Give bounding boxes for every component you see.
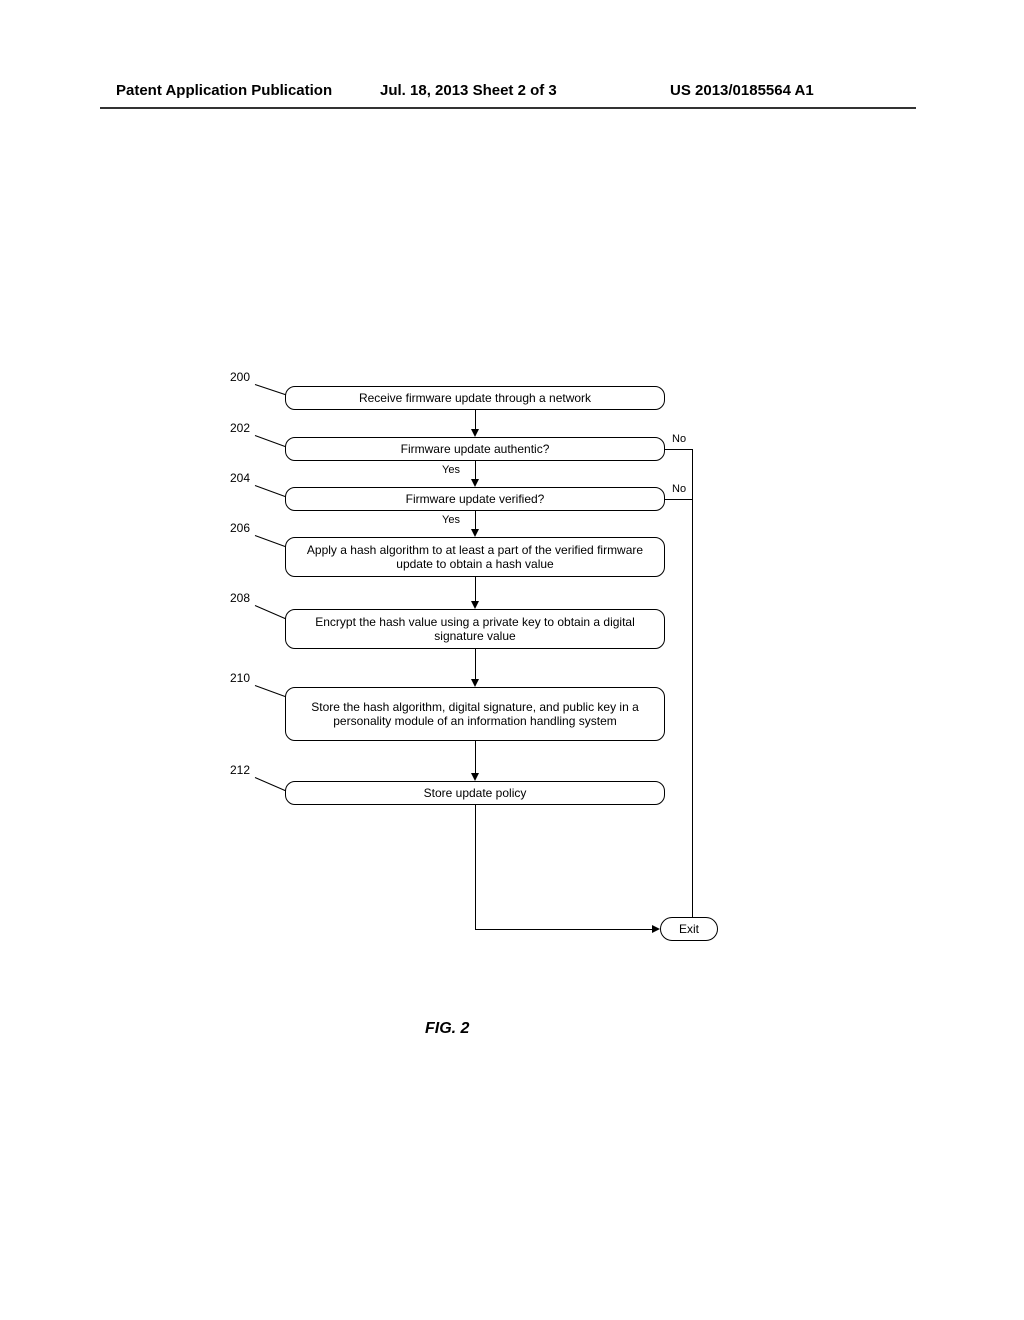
flow-step-212: Store update policy — [285, 781, 665, 805]
arrow-down-head — [471, 601, 479, 609]
flow-step-204: Firmware update verified? — [285, 487, 665, 511]
step-number-210: 210 — [230, 671, 250, 685]
flow-step-202: Firmware update authentic? — [285, 437, 665, 461]
to-exit-arrowhead — [652, 925, 660, 933]
arrow-down-line — [475, 649, 476, 681]
arrow-down-line — [475, 461, 476, 481]
header-pub-number: US 2013/0185564 A1 — [670, 82, 814, 99]
header-publication: Patent Application Publication — [116, 82, 332, 99]
arrow-down-line — [475, 577, 476, 603]
flow-step-206: Apply a hash algorithm to at least a par… — [285, 537, 665, 577]
figure-caption: FIG. 2 — [425, 1020, 469, 1038]
callout-line — [255, 605, 285, 619]
callout-line — [255, 435, 285, 447]
arrow-down-head — [471, 679, 479, 687]
no-vertical-line — [692, 449, 693, 923]
callout-line — [255, 485, 285, 497]
flow-step-210: Store the hash algorithm, digital signat… — [285, 687, 665, 741]
flow-step-200: Receive firmware update through a networ… — [285, 386, 665, 410]
yes-label: Yes — [440, 464, 462, 476]
step-number-200: 200 — [230, 370, 250, 384]
arrow-down-line — [475, 511, 476, 531]
no-branch-line — [665, 449, 692, 450]
callout-line — [255, 777, 285, 791]
step-number-202: 202 — [230, 421, 250, 435]
step-number-212: 212 — [230, 763, 250, 777]
callout-line — [255, 535, 285, 547]
yes-label: Yes — [440, 514, 462, 526]
callout-line — [255, 384, 285, 395]
arrow-down-line — [475, 741, 476, 775]
arrow-down-head — [471, 773, 479, 781]
to-exit-vertical — [475, 805, 476, 929]
exit-node: Exit — [660, 917, 718, 941]
flow-step-208: Encrypt the hash value using a private k… — [285, 609, 665, 649]
step-number-208: 208 — [230, 591, 250, 605]
header-divider — [100, 107, 916, 109]
no-branch-line — [665, 499, 692, 500]
to-exit-horizontal — [475, 929, 654, 930]
no-label: No — [670, 433, 688, 445]
arrow-down-head — [471, 429, 479, 437]
header-date-sheet: Jul. 18, 2013 Sheet 2 of 3 — [380, 82, 557, 99]
step-number-204: 204 — [230, 471, 250, 485]
no-label: No — [670, 483, 688, 495]
callout-line — [255, 685, 285, 697]
arrow-down-head — [471, 479, 479, 487]
step-number-206: 206 — [230, 521, 250, 535]
arrow-down-line — [475, 410, 476, 431]
arrow-down-head — [471, 529, 479, 537]
